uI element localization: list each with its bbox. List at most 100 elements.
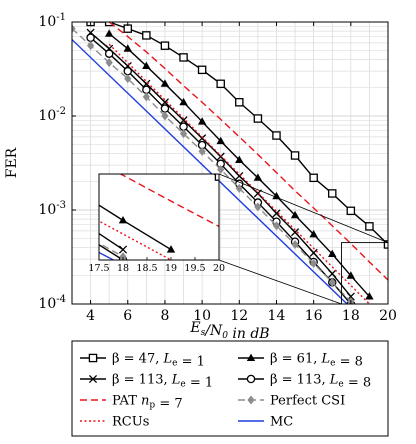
legend-entry: β = 47, Le = 1: [80, 352, 205, 370]
inset-data-point: [119, 252, 127, 260]
data-point: [254, 202, 262, 212]
x-tick-label: 12: [230, 308, 248, 324]
data-point: [327, 189, 337, 198]
data-point: [309, 248, 318, 257]
y-axis-ticks: 10-4 10-3 10-2 10-1: [38, 12, 76, 312]
x-axis-label: Es/N0 in dB: [189, 320, 269, 342]
data-point: [142, 92, 150, 102]
legend-label: MC: [270, 415, 293, 430]
data-point: [328, 277, 336, 287]
series-6: [108, 43, 370, 304]
data-point: [235, 171, 244, 181]
data-point: [142, 31, 151, 40]
data-point: [123, 44, 132, 52]
inset-x-tick-label: 19.5: [184, 263, 205, 274]
legend-marker: [88, 353, 98, 363]
data-point: [124, 74, 132, 84]
data-point: [235, 155, 244, 164]
data-point: [235, 183, 243, 193]
legend-label: β = 113, Le = 1: [112, 373, 213, 391]
data-point: [272, 131, 281, 140]
inset-data-point: [23, 185, 30, 192]
data-point: [86, 33, 95, 42]
data-point: [346, 271, 356, 279]
inset-data-point: [23, 198, 30, 205]
data-point: [104, 49, 114, 58]
data-point: [197, 65, 207, 75]
series-5: [72, 24, 355, 304]
series-0: [86, 22, 388, 249]
legend-frame: [71, 340, 389, 437]
series-7: [72, 39, 348, 304]
y-tick-label: 10-4: [38, 294, 66, 312]
x-tick-label: 20: [379, 308, 397, 324]
inset-background: [99, 174, 219, 260]
series-line: [72, 39, 348, 304]
data-point: [198, 134, 207, 143]
inset-x-tick-label: 17.5: [88, 263, 109, 274]
inset-data-point: [23, 158, 31, 165]
data-point: [179, 116, 188, 125]
data-point: [142, 61, 151, 70]
legend-entry: β = 113, Le = 1: [80, 373, 213, 391]
data-point: [160, 79, 170, 87]
legend-label: RCUs: [112, 415, 149, 430]
data-point: [198, 146, 206, 156]
data-point: [160, 104, 170, 113]
data-point: [309, 173, 318, 183]
data-point: [290, 151, 300, 160]
data-point: [160, 98, 170, 107]
inset-series-5: [23, 199, 127, 260]
data-point: [104, 22, 114, 27]
x-axis-ticks: 4 6 8 10 12 14 16 18 20: [86, 22, 397, 324]
legend-entry: RCUs: [80, 415, 149, 430]
inset-frame: [98, 173, 220, 261]
x-tick-label: 6: [123, 308, 132, 324]
inset-data-point: [119, 126, 126, 133]
legend-label: Perfect CSI: [270, 394, 345, 409]
plot-frame: [71, 21, 389, 305]
inset-x-tick-label: 18: [117, 263, 129, 274]
inset-x-tick-label: 19: [165, 263, 177, 274]
data-point: [86, 41, 95, 51]
data-point: [328, 269, 337, 278]
data-point: [216, 136, 225, 145]
data-point: [123, 24, 133, 33]
inset-series-2: [23, 185, 128, 254]
data-point: [105, 58, 113, 68]
inset-data-point: [23, 80, 30, 87]
data-point: [272, 209, 281, 218]
data-point: [179, 97, 188, 106]
inset-data-point: [167, 148, 174, 155]
data-point: [217, 164, 225, 174]
series-line: [72, 28, 352, 303]
inset-data-point: [118, 245, 128, 254]
data-point: [310, 258, 318, 268]
data-point: [161, 111, 169, 121]
data-point: [216, 79, 225, 89]
inset-data-point: [23, 199, 30, 208]
data-point: [272, 221, 281, 231]
inset-data-point: [166, 245, 176, 253]
data-point: [123, 66, 133, 76]
legend-entry: Perfect CSI: [238, 394, 345, 409]
data-point: [160, 41, 170, 50]
x-tick-label: 10: [193, 308, 211, 324]
inset-x-tick-label: 18.5: [136, 263, 157, 274]
data-point: [197, 117, 207, 125]
legend-marker: [246, 374, 256, 384]
data-point: [328, 249, 337, 258]
data-point: [179, 53, 188, 62]
x-tick-label: 8: [160, 308, 169, 324]
series-1: [104, 29, 374, 300]
legend-marker: [247, 395, 255, 405]
series-line: [108, 22, 388, 281]
y-tick-label: 10-3: [38, 200, 66, 218]
data-point: [253, 114, 263, 123]
legend-label: β = 113, Le = 8: [270, 373, 371, 391]
legend-label: β = 47, Le = 1: [112, 352, 205, 370]
grid: [71, 21, 389, 305]
inset-x-tick-label: 20: [213, 263, 225, 274]
x-tick-label: 4: [86, 308, 95, 324]
